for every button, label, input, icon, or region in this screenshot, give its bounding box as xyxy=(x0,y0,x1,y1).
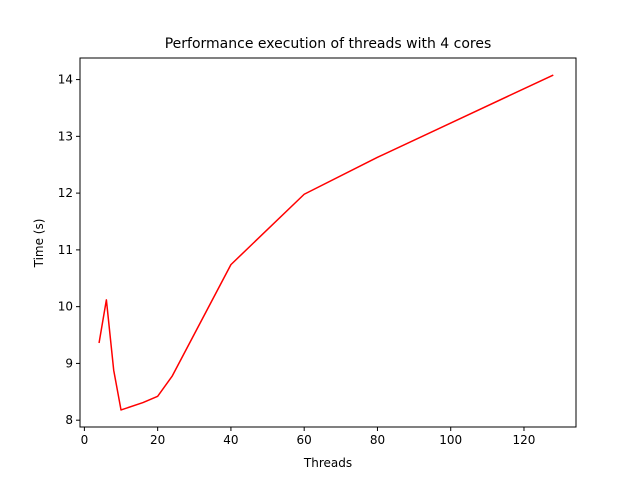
x-axis-label: Threads xyxy=(303,456,352,470)
x-tick-label: 20 xyxy=(150,433,165,447)
x-tick-label: 60 xyxy=(297,433,312,447)
y-tick-label: 14 xyxy=(58,73,73,87)
y-tick-label: 8 xyxy=(65,413,73,427)
x-tick-label: 100 xyxy=(439,433,462,447)
series-line-0 xyxy=(98,74,554,411)
x-tick-label: 0 xyxy=(81,433,89,447)
y-tick-label: 10 xyxy=(58,300,73,314)
y-tick-label: 11 xyxy=(58,243,73,257)
plot-area: 0 20 40 60 80 100 120 8 9 10 11 12 13 14 xyxy=(58,57,577,447)
y-tick-label: 9 xyxy=(65,356,73,370)
y-axis-label: Time (s) xyxy=(32,219,46,269)
y-tick-label: 12 xyxy=(58,186,73,200)
y-tick-label: 13 xyxy=(58,129,73,143)
chart-title: Performance execution of threads with 4 … xyxy=(165,36,492,52)
x-tick-label: 80 xyxy=(370,433,385,447)
x-tick-label: 120 xyxy=(513,433,536,447)
x-tick-label: 40 xyxy=(223,433,238,447)
axes-frame xyxy=(79,57,577,428)
